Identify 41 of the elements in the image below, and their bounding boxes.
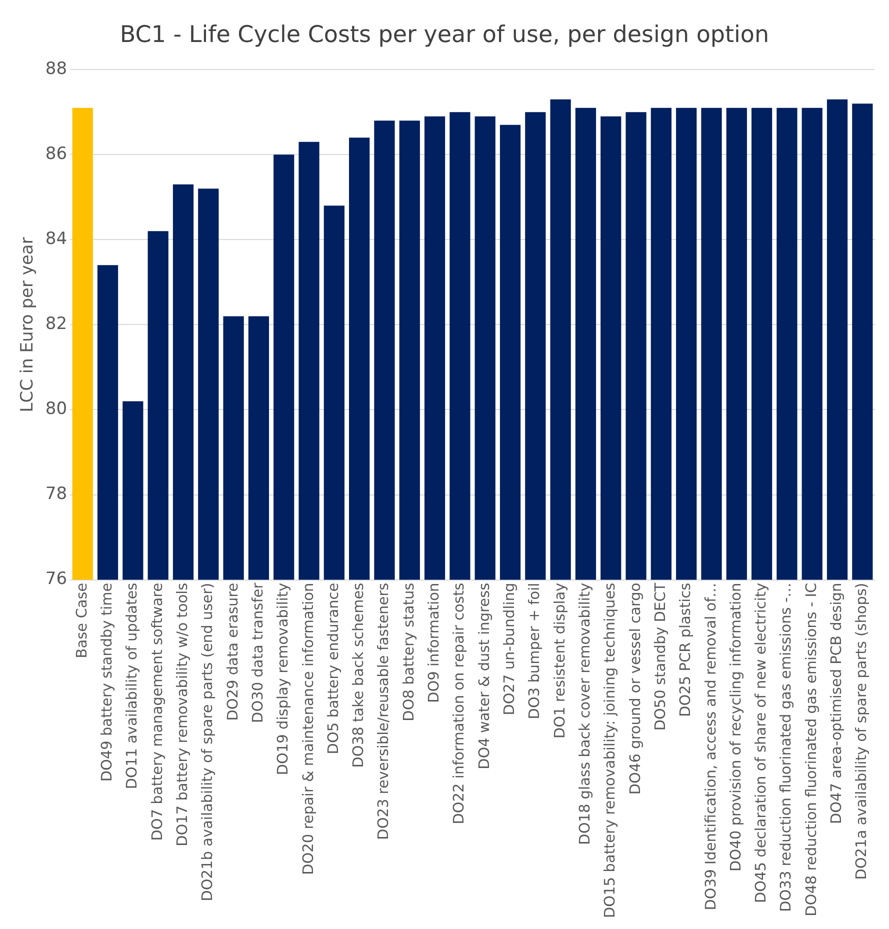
x-tick-label: DO18 glass back cover removability [577, 582, 594, 845]
y-axis-title: LCC in Euro per year [18, 237, 38, 412]
x-tick-label: DO15 battery removability: joining techniques [602, 582, 619, 918]
x-tick-label: DO11 availability of updates [124, 582, 141, 790]
x-tick-label: DO7 battery management software [150, 582, 166, 841]
x-tick-label: DO21b availability of spare parts (end user) [200, 582, 216, 902]
y-tick-label: 82 [45, 314, 68, 334]
x-tick-label: DO8 battery status [401, 582, 418, 722]
x-tick-label: DO27 un-bundling [502, 582, 518, 716]
x-tick-label: DO48 reduction fluorinated gas emissions - IC [804, 582, 820, 916]
y-tick-label: 88 [45, 59, 68, 80]
x-tick-label: DO1 resistent display [552, 582, 568, 739]
x-tick-label: DO30 data transfer [250, 582, 266, 723]
y-tick-label: 76 [45, 569, 68, 590]
x-tick-label: DO49 battery standby time [100, 582, 116, 782]
x-tick-label: DO17 battery removability w/o tools [174, 582, 191, 846]
x-tick-label: DO21a availability of spare parts (shops) [854, 582, 870, 880]
y-tick-label: 84 [45, 229, 68, 250]
y-tick-label: 86 [45, 144, 68, 164]
x-tick-label: DO29 data erasure [225, 582, 242, 721]
chart-title: BC1 - Life Cycle Costs per year of use, per design option [120, 22, 770, 48]
x-tick-label: DO33 reduction fluorinated gas emissions -… [778, 582, 795, 912]
x-tick-label: DO46 ground or vessel cargo [628, 582, 644, 795]
x-tick-label: DO38 take back schemes [351, 582, 368, 768]
y-tick-label: 78 [45, 484, 68, 504]
x-tick-label: DO47 area-optimised PCB design [829, 582, 846, 824]
x-tick-label: Base Case [74, 582, 90, 658]
x-tick-label: DO39 Identification, access and removal of… [703, 582, 720, 910]
x-tick-label: DO9 information [426, 582, 443, 703]
x-tick-label: DO22 information on repair costs [452, 582, 468, 824]
y-tick-label: 80 [45, 399, 68, 420]
x-tick-label: DO5 battery endurance [326, 582, 342, 754]
x-tick-label: DO23 reversible/reusable fasteners [376, 582, 392, 840]
x-tick-label: DO3 bumper + foil [527, 582, 544, 720]
x-tick-label: DO50 standby DECT [652, 582, 669, 731]
x-tick-label: DO19 display removability [276, 582, 292, 776]
x-tick-label: DO20 repair & maintenance information [300, 582, 317, 875]
x-tick-label: DO25 PCR plastics [678, 582, 694, 717]
x-tick-label: DO45 declaration of share of new electricity [754, 582, 770, 904]
x-tick-label: DO40 provision of recycling information [728, 582, 744, 872]
x-tick-label: DO4 water & dust ingress [476, 582, 493, 770]
